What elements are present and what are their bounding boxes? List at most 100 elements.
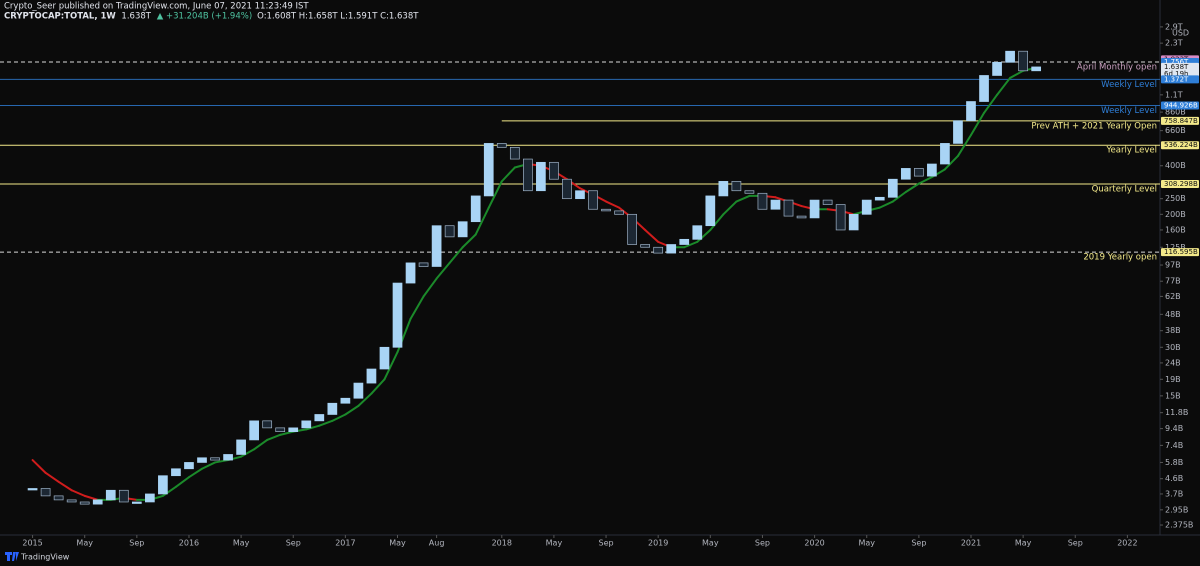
y-tick-label: 2.375B [1165, 521, 1193, 530]
candle-body [1018, 50, 1028, 72]
candle-body [509, 147, 520, 160]
price-tag [1161, 248, 1199, 257]
candle-body [184, 462, 194, 470]
candle-body [496, 143, 507, 148]
x-tick-label: May [1015, 539, 1032, 548]
candle-body [105, 489, 116, 501]
y-tick-label: 19B [1165, 375, 1181, 384]
candle-body [601, 208, 611, 212]
moving-average [214, 459, 230, 464]
price-tag-label: 308.298B [1164, 180, 1198, 188]
x-tick-label: Sep [129, 539, 144, 548]
y-tick-label: 30B [1165, 343, 1181, 352]
moving-average [448, 246, 464, 264]
candle-body [40, 488, 51, 497]
candle-body [314, 414, 325, 422]
y-tick-label: 5.8B [1165, 458, 1183, 467]
candle-body [887, 178, 898, 198]
moving-average [474, 206, 490, 236]
moving-average [174, 476, 190, 488]
moving-average [240, 448, 256, 458]
last-price: 1.638T [121, 12, 151, 22]
candle-body [353, 382, 364, 399]
candle-body [979, 75, 989, 102]
candle-body [275, 427, 286, 433]
moving-average [878, 200, 894, 209]
price-tag [1161, 141, 1199, 150]
candle-body [848, 213, 859, 231]
moving-average [487, 180, 503, 209]
candle-body [627, 213, 637, 245]
candle-body [562, 178, 572, 200]
candle-body [457, 221, 468, 238]
price-tag [1161, 101, 1199, 110]
y-tick-label: 24B [1165, 358, 1181, 367]
moving-average [422, 277, 438, 298]
price-tag [1161, 179, 1199, 188]
candle-body [536, 161, 546, 192]
candle-body [236, 439, 246, 455]
y-tick-label: 7.4B [1165, 441, 1183, 450]
candle-body [796, 215, 807, 219]
candle-body [940, 143, 950, 165]
moving-average [344, 404, 360, 416]
moving-average [969, 111, 986, 137]
candle-body [262, 420, 273, 429]
candle-body [53, 495, 64, 501]
price-tag [1161, 116, 1199, 125]
candle-body [118, 489, 129, 503]
x-tick-label: 2022 [1117, 539, 1137, 548]
price-tag-label: 1.756T [1164, 58, 1189, 66]
candle-body [197, 457, 207, 463]
brand: TradingView [20, 553, 70, 562]
candle-body [822, 199, 833, 205]
candle-body [379, 346, 390, 370]
moving-average [31, 459, 47, 474]
x-tick-label: 2020 [804, 539, 824, 548]
y-tick-label: 125B [1165, 243, 1186, 252]
candle-body [757, 192, 768, 210]
x-tick-label: 2021 [961, 539, 981, 548]
candle-body [953, 120, 963, 144]
moving-average [943, 154, 959, 171]
moving-average [644, 228, 660, 243]
price-tag-label: 1.638T [1164, 63, 1189, 71]
moving-average [161, 485, 177, 497]
y-tick-label: 400B [1165, 161, 1186, 170]
x-tick-label: 2016 [179, 539, 199, 548]
candle-body [783, 199, 794, 217]
symbol: CRYPTOCAP:TOTAL, 1W [4, 12, 116, 22]
brand-logo: TradingView [5, 552, 70, 562]
y-tick-label: 250B [1165, 194, 1186, 203]
candle-body [366, 368, 377, 384]
moving-average [187, 467, 204, 479]
moving-average [722, 200, 738, 216]
moving-average [683, 240, 699, 249]
y-tick-label: 15B [1165, 391, 1181, 400]
x-tick-label: May [233, 539, 250, 548]
y-tick-label: 77B [1165, 277, 1181, 286]
price-tag-label: 116.595B [1164, 248, 1198, 256]
candle-body [653, 246, 664, 254]
candle-body [861, 199, 872, 215]
level-label: Yearly Level [1105, 146, 1157, 156]
x-tick-label: 2017 [335, 539, 355, 548]
moving-average [605, 200, 621, 209]
x-tick-label: 2019 [648, 539, 668, 548]
moving-average [917, 176, 933, 185]
candle-body [966, 101, 976, 122]
moving-average [318, 419, 334, 427]
level-label: April Monthly open [1077, 63, 1157, 73]
candle-body [914, 168, 924, 177]
candle-body [431, 225, 442, 267]
moving-average [57, 480, 73, 492]
candle-body [992, 61, 1002, 76]
y-tick-label: 860B [1165, 108, 1186, 117]
candle-body [549, 161, 559, 180]
x-tick-label: May [389, 539, 406, 548]
candle-body [718, 181, 729, 197]
ohlc: O:1.608T H:1.658T L:1.591T C:1.638T [257, 12, 419, 22]
level-label: Weekly Level [1101, 106, 1157, 116]
y-tick-label: 660B [1165, 126, 1186, 135]
